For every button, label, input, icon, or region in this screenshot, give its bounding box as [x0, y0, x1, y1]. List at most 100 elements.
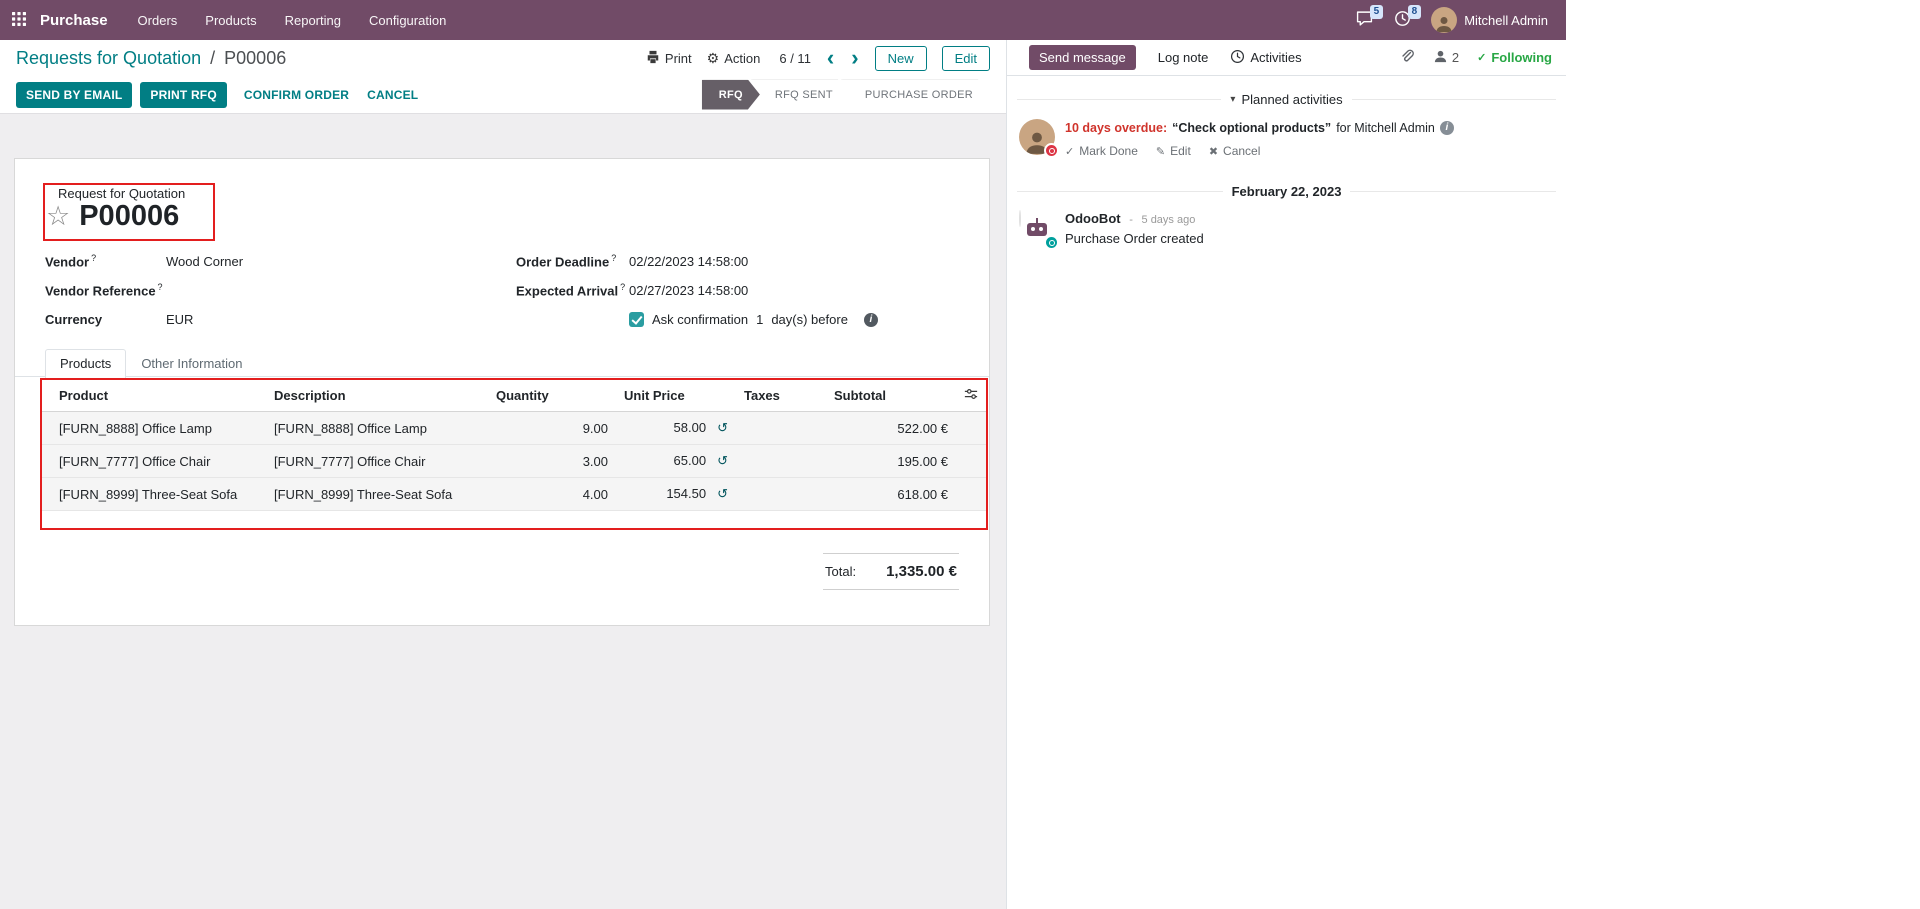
print-rfq-button[interactable]: PRINT RFQ: [140, 81, 227, 108]
table-header-row: Product Description Quantity Unit Price …: [42, 380, 987, 412]
expected-arrival-value: 02/27/2023 14:58:00: [629, 283, 749, 298]
pager-next-button[interactable]: ›: [851, 45, 859, 70]
message-author[interactable]: OdooBot: [1065, 211, 1121, 227]
col-quantity[interactable]: Quantity: [488, 380, 616, 412]
planned-activities-toggle[interactable]: ▾ Planned activities: [1230, 92, 1342, 107]
messages-systray-button[interactable]: 5: [1345, 0, 1384, 40]
user-name: Mitchell Admin: [1464, 12, 1548, 28]
log-note-button[interactable]: Log note: [1157, 50, 1209, 65]
help-marker: ?: [611, 253, 617, 264]
followers-button[interactable]: 2: [1433, 49, 1459, 67]
optional-columns-button[interactable]: [956, 380, 987, 412]
stage-rfq[interactable]: RFQ: [702, 80, 760, 110]
apps-grid-icon: [12, 11, 26, 29]
cell-subtotal: 195.00 €: [826, 444, 956, 478]
attachments-button[interactable]: [1399, 48, 1415, 67]
ask-confirmation-checkbox[interactable]: [629, 312, 644, 327]
info-icon[interactable]: i: [1439, 121, 1454, 136]
activity-item: 10 days overdue: “Check optional product…: [1007, 109, 1566, 168]
overdue-activity-badge: [1044, 143, 1059, 158]
cell-product[interactable]: [FURN_7777] Office Chair: [42, 444, 266, 478]
breadcrumb-separator: /: [210, 47, 216, 68]
cell-taxes[interactable]: [736, 411, 826, 445]
date-divider-label: February 22, 2023: [1231, 184, 1342, 200]
breadcrumb-current: P00006: [224, 47, 287, 68]
current-app-name[interactable]: Purchase: [40, 11, 108, 29]
activities-systray-button[interactable]: 8: [1383, 0, 1422, 40]
ask-confirmation-suffix: day(s) before: [771, 312, 848, 327]
send-message-button[interactable]: Send message: [1029, 45, 1136, 70]
cell-unit-price[interactable]: 58.00 ↺: [616, 411, 736, 445]
price-history-icon[interactable]: ↺: [717, 453, 728, 468]
vendor-value-link[interactable]: Wood Corner: [166, 254, 244, 269]
cell-subtotal: 618.00 €: [826, 477, 956, 511]
currency-label: Currency: [45, 312, 103, 327]
currency-value-link[interactable]: EUR: [166, 312, 194, 327]
cell-quantity[interactable]: 9.00: [488, 411, 616, 445]
table-row[interactable]: [FURN_8999] Three-Seat Sofa [FURN_8999] …: [42, 477, 987, 511]
stage-purchase-order[interactable]: PURCHASE ORDER: [841, 80, 990, 110]
confirm-order-button[interactable]: CONFIRM ORDER: [235, 82, 358, 108]
pager-previous-button[interactable]: ‹: [826, 45, 835, 70]
menu-products[interactable]: Products: [205, 12, 257, 28]
tab-other-information[interactable]: Other Information: [141, 356, 243, 371]
breadcrumb-parent-link[interactable]: Requests for Quotation: [16, 47, 202, 68]
order-deadline-label: Order Deadline?: [516, 253, 617, 270]
cell-description[interactable]: [FURN_8888] Office Lamp: [266, 411, 488, 445]
following-label: Following: [1491, 50, 1552, 65]
table-row[interactable]: [FURN_8888] Office Lamp [FURN_8888] Offi…: [42, 411, 987, 445]
caret-down-icon: ▾: [1230, 94, 1236, 105]
favorite-star-icon[interactable]: ☆: [46, 201, 71, 232]
tab-products[interactable]: Products: [45, 349, 127, 379]
send-by-email-button[interactable]: SEND BY EMAIL: [16, 81, 133, 108]
cell-unit-price[interactable]: 65.00 ↺: [616, 444, 736, 478]
new-button[interactable]: New: [874, 45, 927, 71]
cell-product[interactable]: [FURN_8999] Three-Seat Sofa: [42, 477, 266, 511]
schedule-activity-button[interactable]: Activities: [1230, 49, 1302, 67]
activity-avatar: [1019, 119, 1059, 158]
fields-right-column: Order Deadline? 02/22/2023 14:58:00 Expe…: [516, 247, 878, 334]
help-marker: ?: [91, 253, 97, 264]
user-menu[interactable]: Mitchell Admin: [1421, 0, 1558, 40]
activity-cancel-button[interactable]: ✖ Cancel: [1208, 144, 1261, 159]
message-item: OdooBot - 5 days ago Purchase Order crea…: [1007, 201, 1566, 257]
cancel-button[interactable]: CANCEL: [358, 82, 427, 108]
cell-taxes[interactable]: [736, 477, 826, 511]
cell-quantity[interactable]: 3.00: [488, 444, 616, 478]
cell-product[interactable]: [FURN_8888] Office Lamp: [42, 411, 266, 445]
mark-done-button[interactable]: ✓ Mark Done: [1065, 144, 1138, 159]
print-menu-button[interactable]: Print: [646, 50, 692, 67]
following-toggle-button[interactable]: ✓ Following: [1477, 50, 1552, 65]
price-history-icon[interactable]: ↺: [717, 486, 728, 501]
col-subtotal[interactable]: Subtotal: [826, 380, 956, 412]
activity-edit-button[interactable]: ✎ Edit: [1155, 144, 1191, 159]
table-row[interactable]: [FURN_7777] Office Chair [FURN_7777] Off…: [42, 444, 987, 478]
col-product[interactable]: Product: [42, 380, 266, 412]
odoobot-avatar: [1019, 210, 1059, 251]
print-label: Print: [664, 50, 692, 66]
menu-orders[interactable]: Orders: [137, 12, 178, 28]
total-label: Total:: [825, 564, 857, 579]
chatter-panel: Send message Log note Activities: [1006, 40, 1566, 909]
cell-quantity[interactable]: 4.00: [488, 477, 616, 511]
cell-description[interactable]: [FURN_8999] Three-Seat Sofa: [266, 477, 488, 511]
cell-description[interactable]: [FURN_7777] Office Chair: [266, 444, 488, 478]
apps-menu-button[interactable]: [0, 0, 38, 40]
printer-icon: [646, 50, 660, 67]
col-description[interactable]: Description: [266, 380, 488, 412]
help-marker: ?: [157, 282, 163, 293]
edit-button[interactable]: Edit: [941, 45, 990, 71]
price-history-icon[interactable]: ↺: [717, 420, 728, 435]
date-divider: February 22, 2023: [1017, 184, 1557, 200]
cell-taxes[interactable]: [736, 444, 826, 478]
menu-reporting[interactable]: Reporting: [284, 12, 341, 28]
col-taxes[interactable]: Taxes: [736, 380, 826, 412]
col-unit-price[interactable]: Unit Price: [616, 380, 736, 412]
action-menu-button[interactable]: ⚙ Action: [707, 51, 761, 66]
cell-unit-price[interactable]: 154.50 ↺: [616, 477, 736, 511]
control-panel: Requests for Quotation / P00006 Print ⚙ …: [0, 40, 1006, 76]
action-label: Action: [724, 50, 761, 66]
info-icon[interactable]: i: [863, 312, 878, 327]
stage-rfq-sent[interactable]: RFQ SENT: [751, 80, 850, 110]
menu-configuration[interactable]: Configuration: [368, 12, 447, 28]
